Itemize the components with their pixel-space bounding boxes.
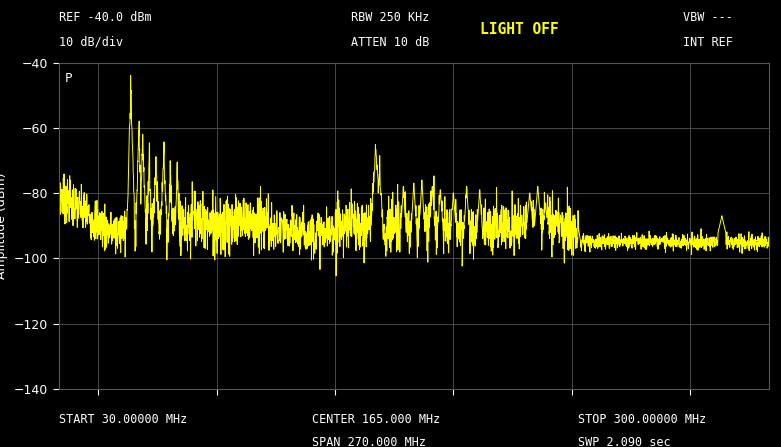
Text: P: P: [64, 72, 72, 85]
Text: SPAN 270.000 MHz: SPAN 270.000 MHz: [312, 436, 426, 447]
Text: 10 dB/div: 10 dB/div: [59, 36, 123, 49]
Text: STOP 300.00000 MHz: STOP 300.00000 MHz: [578, 413, 706, 426]
Text: LIGHT OFF: LIGHT OFF: [480, 22, 559, 38]
Text: INT REF: INT REF: [683, 36, 733, 49]
Text: RBW 250 KHz: RBW 250 KHz: [351, 11, 430, 24]
Y-axis label: Amplitude (dBm): Amplitude (dBm): [0, 173, 9, 279]
Text: SWP 2.090 sec: SWP 2.090 sec: [578, 436, 671, 447]
Text: ATTEN 10 dB: ATTEN 10 dB: [351, 36, 430, 49]
Text: CENTER 165.000 MHz: CENTER 165.000 MHz: [312, 413, 440, 426]
Text: START 30.00000 MHz: START 30.00000 MHz: [59, 413, 187, 426]
Text: VBW ---: VBW ---: [683, 11, 733, 24]
Text: REF -40.0 dBm: REF -40.0 dBm: [59, 11, 152, 24]
